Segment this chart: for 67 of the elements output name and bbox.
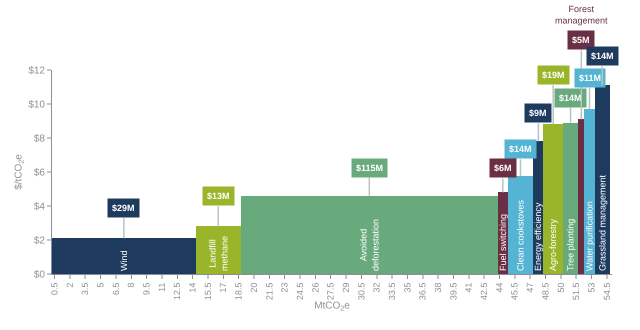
annotation: $29M: [112, 203, 135, 213]
x-tick-label: 24.5: [294, 282, 305, 300]
x-tick-label: 32: [372, 282, 382, 293]
y-tick-label: $8: [34, 134, 46, 144]
x-tick-label: 2: [64, 282, 75, 288]
category-label: Water purification: [584, 201, 594, 271]
x-tick-label: 42.5: [479, 282, 490, 300]
x-tick-label: 27.5: [326, 282, 336, 300]
x-tick-label: 54.5: [602, 282, 612, 300]
annotation: $11M: [579, 73, 602, 83]
y-tick-label: $12: [28, 66, 46, 76]
x-tick-label: 50: [556, 282, 566, 293]
x-tick-label: 3.5: [80, 282, 90, 296]
y-tick-label: $6: [34, 168, 46, 178]
x-tick-label: 5: [96, 282, 106, 288]
x-tick-label: 9.5: [142, 282, 152, 296]
x-tick-label: 33.5: [387, 282, 398, 300]
category-label: Fuel switching: [498, 214, 508, 271]
x-tick-label: 17: [218, 282, 228, 293]
category-label: Clean cookstoves: [516, 200, 526, 271]
category-label: Forest management: [555, 4, 608, 26]
x-tick-label: 14: [188, 282, 198, 293]
annotation: $14M: [591, 51, 614, 61]
category-label: Avoided deforestation: [358, 218, 380, 271]
category-label: Grassland management: [598, 174, 608, 271]
x-tick-label: 18.5: [234, 282, 244, 300]
x-tick-label: 39.5: [448, 282, 458, 300]
annotation: $19M: [542, 70, 565, 80]
x-tick-label: 23: [280, 282, 290, 293]
x-axis-title: MtCO$_{2}$e: [314, 300, 350, 313]
annotation: $13M: [207, 191, 230, 201]
x-tick-label: 44: [494, 282, 504, 293]
x-tick-label: 8: [126, 282, 136, 288]
annotation: $14M: [509, 144, 532, 154]
x-tick-label: 41: [464, 282, 474, 293]
x-tick-label: 20: [248, 282, 259, 293]
annotation: $5M: [572, 35, 590, 45]
x-tick-label: 30.5: [356, 282, 366, 300]
category-label: Wind: [119, 250, 129, 271]
x-tick-label: 11: [156, 282, 167, 292]
y-tick-label: $10: [28, 100, 46, 110]
x-tick-label: 48.5: [540, 282, 550, 300]
x-tick-label: 51.5: [571, 282, 582, 300]
x-tick-label: 21.5: [264, 282, 274, 300]
annotation: $14M: [559, 93, 582, 103]
category-label: Agro-forestry: [548, 218, 558, 271]
x-tick-label: 53: [586, 282, 596, 293]
annotation: $6M: [494, 163, 512, 173]
x-tick-label: 6.5: [110, 282, 121, 296]
y-tick-label: $2: [34, 236, 46, 246]
x-tick-label: 47: [525, 282, 536, 293]
x-tick-label: 38: [433, 282, 444, 293]
category-label: Energy efficiency: [533, 202, 543, 271]
annotation: $115M: [356, 163, 384, 173]
y-tick-label: $0: [34, 270, 46, 280]
annotation: $9M: [529, 108, 547, 118]
y-tick-label: $4: [34, 202, 46, 212]
x-tick-label: 36.5: [418, 282, 428, 300]
x-tick-label: 29: [340, 282, 351, 293]
category-label: Tree planting: [566, 218, 576, 271]
x-tick-label: 12.5: [172, 282, 182, 300]
x-tick-label: 45.5: [510, 282, 520, 300]
x-tick-label: 35: [402, 282, 412, 293]
x-tick-label: 15.5: [202, 282, 213, 300]
category-label: Landfill methane: [208, 236, 230, 271]
x-tick-label: 0.5: [49, 282, 60, 296]
x-tick-label: 26: [310, 282, 320, 293]
